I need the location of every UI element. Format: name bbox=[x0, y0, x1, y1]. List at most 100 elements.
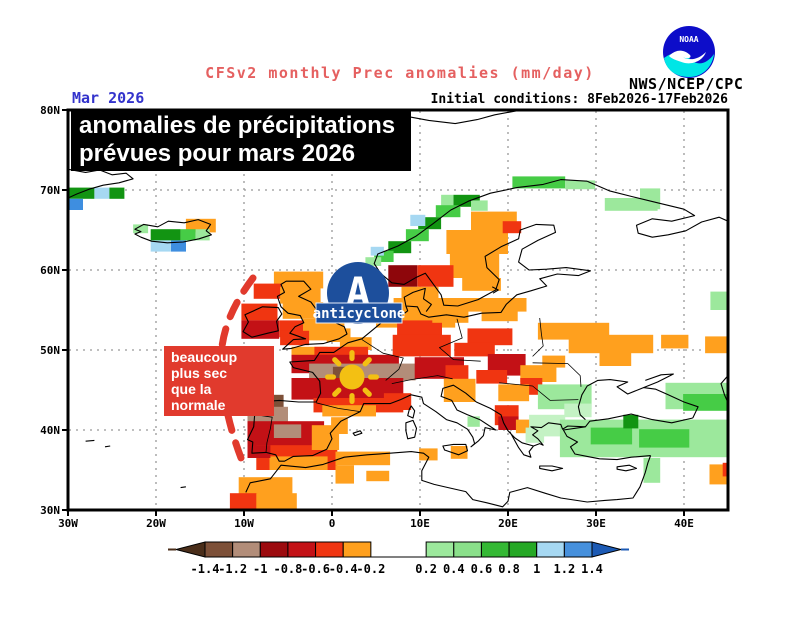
coastline-path bbox=[643, 373, 674, 389]
coastline-path bbox=[246, 305, 535, 462]
initial-conditions-label: Initial conditions: 8Feb2026-17Feb2026 bbox=[430, 92, 728, 107]
coastline-path bbox=[407, 405, 416, 419]
anomaly-cell bbox=[366, 470, 390, 482]
anomaly-cell bbox=[525, 427, 545, 443]
coastline-path bbox=[242, 306, 283, 338]
lon-label: 30E bbox=[586, 517, 606, 530]
noaa-logo-text: NOAA bbox=[679, 35, 698, 44]
lon-label: 0 bbox=[329, 517, 336, 530]
anomaly-cell bbox=[133, 224, 149, 234]
sun-ray bbox=[362, 357, 372, 367]
colorbar-segment bbox=[453, 541, 482, 558]
anomaly-cell bbox=[446, 298, 527, 312]
coastline-path bbox=[539, 465, 564, 472]
anomaly-cell bbox=[450, 446, 468, 459]
colorbar-segment bbox=[259, 541, 289, 558]
colorbar-segment bbox=[563, 541, 593, 558]
colorbar-segment bbox=[287, 541, 317, 558]
map-title-line1: anomalies de précipitations bbox=[79, 112, 396, 139]
coastline-path bbox=[499, 382, 579, 401]
anomaly-cell bbox=[542, 355, 566, 368]
coastline-path bbox=[491, 286, 499, 294]
coastline-path bbox=[85, 439, 95, 442]
anomaly-cell bbox=[150, 229, 181, 241]
anomaly-cell bbox=[722, 462, 727, 477]
coastlines bbox=[69, 111, 727, 508]
anticyclone-label: anticyclone bbox=[313, 306, 406, 322]
sun-ray bbox=[332, 387, 342, 397]
anomaly-cell bbox=[454, 342, 495, 357]
anomaly-cell bbox=[590, 427, 633, 445]
anomaly-cell bbox=[419, 448, 438, 461]
anomaly-cell bbox=[392, 334, 451, 357]
anomaly-cell bbox=[709, 464, 727, 485]
anticyclone-icon: A anticyclone bbox=[313, 262, 406, 324]
coastline-path bbox=[361, 339, 404, 381]
lat-label: 40N bbox=[40, 424, 60, 437]
coastline-path bbox=[439, 318, 481, 362]
colorbar-legend: -1.4-1.2 -1 -0.8-0.6-0.4-0.2 0.2 0.4 0.6 0.8 1 1… bbox=[168, 541, 629, 576]
anomaly-cell bbox=[291, 346, 328, 358]
lat-label: 60N bbox=[40, 264, 60, 277]
anomaly-cell bbox=[383, 393, 412, 410]
lon-label: 10E bbox=[410, 517, 430, 530]
anomaly-cell bbox=[449, 254, 500, 278]
anomaly-cell bbox=[445, 365, 469, 381]
agency-label: NWS/NCEP/CPC bbox=[629, 75, 744, 93]
anomaly-cell bbox=[481, 309, 518, 322]
anomaly-cell bbox=[185, 218, 216, 233]
anomaly-cell bbox=[370, 246, 384, 256]
coastline-path bbox=[586, 180, 727, 238]
lat-label: 30N bbox=[40, 504, 60, 517]
anomaly-cell bbox=[388, 241, 412, 254]
coastline-path bbox=[532, 317, 544, 357]
colorbar-segment bbox=[508, 541, 538, 558]
anomaly-cells bbox=[69, 176, 727, 509]
anomaly-cell bbox=[238, 477, 293, 496]
anomaly-cell bbox=[471, 200, 488, 211]
anomaly-cell bbox=[639, 429, 690, 448]
anomaly-cell bbox=[397, 320, 442, 336]
anomaly-cell bbox=[446, 230, 508, 254]
anomaly-cell bbox=[661, 334, 689, 349]
colorbar-tick-label: -1 bbox=[253, 562, 267, 576]
anomaly-cell bbox=[565, 180, 596, 190]
anomaly-cell bbox=[180, 229, 196, 241]
anomaly-cell bbox=[280, 330, 310, 346]
lat-label: 70N bbox=[40, 184, 60, 197]
anomaly-cell bbox=[640, 188, 661, 210]
colorbar-tick-label: 1 bbox=[533, 562, 540, 576]
anomaly-cell bbox=[94, 187, 110, 199]
sun-core bbox=[339, 364, 365, 390]
lat-label: 80N bbox=[40, 104, 60, 117]
map-title-box: anomalies de précipitations prévues pour… bbox=[71, 109, 411, 171]
colorbar-segment bbox=[342, 541, 372, 558]
coastline-path bbox=[720, 375, 727, 402]
anomaly-cell bbox=[568, 334, 654, 354]
anomaly-cell bbox=[498, 416, 519, 430]
coastline-path bbox=[442, 443, 469, 456]
anomaly-cell bbox=[331, 417, 348, 434]
anomaly-cell bbox=[393, 298, 456, 315]
anomaly-cell bbox=[241, 303, 278, 321]
anomaly-cell bbox=[432, 310, 469, 323]
dry-annotation-line3: que la normale bbox=[171, 381, 226, 413]
lon-label: 30W bbox=[58, 517, 78, 530]
coastline-path bbox=[405, 419, 418, 440]
colorbar-arrow-left bbox=[174, 541, 206, 558]
anomaly-cell bbox=[273, 424, 302, 438]
anomaly-cell bbox=[322, 405, 376, 417]
coastline-path bbox=[256, 414, 273, 453]
sun-ray bbox=[362, 387, 372, 397]
anomaly-cell bbox=[401, 286, 439, 301]
anomaly-cell bbox=[335, 451, 391, 466]
anomaly-cell bbox=[229, 493, 258, 509]
anomaly-cell bbox=[467, 416, 480, 427]
noaa-logo-icon: NOAA bbox=[663, 26, 715, 78]
sun-ray bbox=[349, 393, 355, 404]
lon-label: 10W bbox=[234, 517, 254, 530]
sun-ray bbox=[349, 350, 355, 361]
colorbar-segment bbox=[232, 541, 261, 558]
coastline-path bbox=[276, 280, 348, 350]
